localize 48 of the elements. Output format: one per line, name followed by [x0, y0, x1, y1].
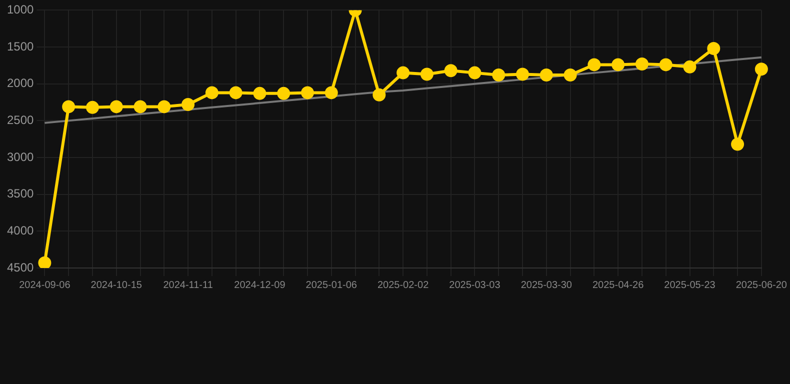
x-tick-label: 2025-06-20 [736, 280, 788, 291]
point [683, 60, 696, 74]
point [754, 62, 768, 76]
y-tick-label: 1500 [6, 39, 34, 54]
point [110, 100, 123, 114]
x-tick-label: 2024-12-09 [234, 280, 286, 291]
point [731, 138, 744, 151]
point [612, 58, 625, 72]
x-tick-label: 2024-10-15 [90, 280, 142, 291]
y-tick-label: 3000 [6, 150, 34, 164]
x-tick-label: 2025-04-26 [592, 280, 644, 291]
point [564, 68, 577, 82]
point [158, 100, 171, 114]
x-tick-label: 2024-11-11 [163, 280, 214, 291]
point [277, 86, 290, 100]
point [444, 64, 458, 78]
point [229, 86, 242, 100]
x-tick-label: 2025-02-02 [377, 280, 430, 291]
point [300, 86, 314, 100]
point [253, 86, 266, 100]
point [86, 100, 99, 114]
x-tick-label: 2024-09-06 [19, 280, 71, 291]
y-tick-label: 2000 [6, 76, 34, 90]
point [324, 86, 338, 100]
point [372, 88, 386, 102]
point [635, 57, 648, 70]
point [588, 58, 601, 72]
point [205, 86, 218, 100]
point [540, 68, 553, 82]
point [396, 66, 410, 80]
point [468, 66, 482, 80]
point [659, 58, 672, 72]
point [492, 68, 506, 82]
y-tick-label: 2500 [6, 113, 34, 127]
y-tick-label: 4500 [6, 260, 34, 274]
point [516, 68, 530, 81]
y-tick-label: 3500 [6, 186, 34, 201]
y-tick-label: 4000 [6, 223, 34, 238]
y-tick-label: 1000 [6, 2, 34, 17]
x-tick-label: 2025-01-06 [306, 280, 358, 291]
point [134, 100, 147, 114]
x-tick-label: 2025-03-30 [520, 280, 572, 291]
point [62, 100, 76, 114]
x-tick-label: 2025-05-23 [664, 280, 716, 291]
point [707, 42, 720, 55]
point [420, 68, 434, 81]
point [182, 98, 195, 111]
x-tick-label: 2025-03-03 [449, 280, 501, 291]
